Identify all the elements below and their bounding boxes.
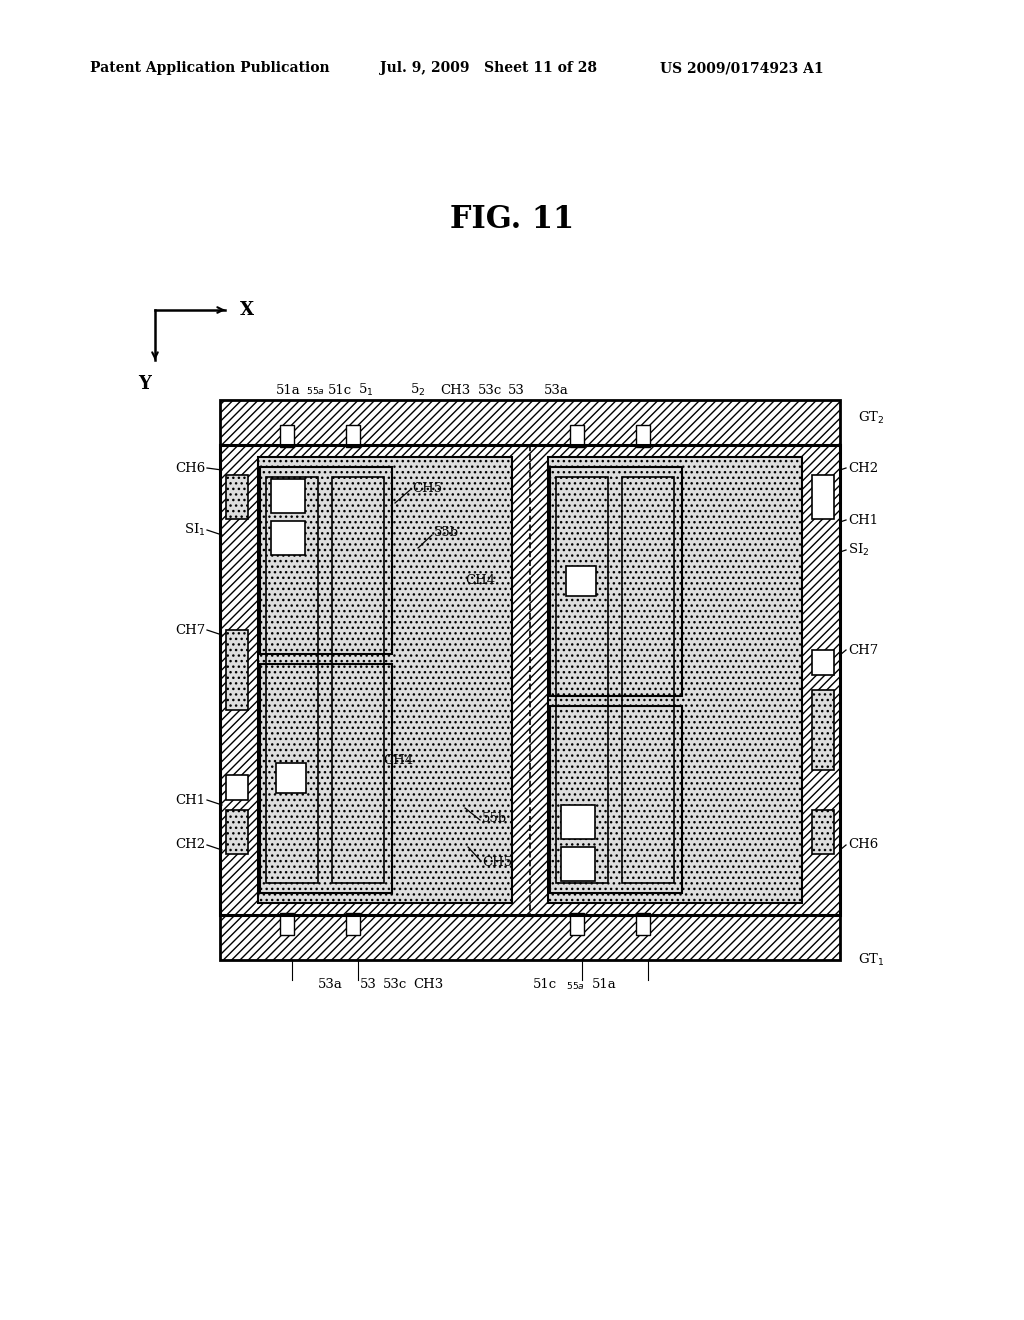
Text: CH5: CH5 <box>482 855 512 869</box>
Text: SI$_2$: SI$_2$ <box>848 543 869 558</box>
Text: 51a: 51a <box>592 978 616 991</box>
Bar <box>561 805 595 840</box>
Text: X: X <box>240 301 254 319</box>
Bar <box>812 649 834 675</box>
Text: CH7: CH7 <box>848 644 879 656</box>
Text: 51c: 51c <box>328 384 352 396</box>
Bar <box>280 425 294 447</box>
Bar <box>550 706 682 894</box>
Text: CH6: CH6 <box>175 462 205 474</box>
Bar <box>271 479 305 513</box>
Bar <box>636 913 650 935</box>
Text: $_{55a}$: $_{55a}$ <box>305 384 325 396</box>
Text: 51a: 51a <box>275 384 300 396</box>
Text: Jul. 9, 2009   Sheet 11 of 28: Jul. 9, 2009 Sheet 11 of 28 <box>380 61 597 75</box>
Text: CH7: CH7 <box>175 623 205 636</box>
Bar <box>570 425 584 447</box>
Bar <box>812 475 834 519</box>
Bar <box>260 467 392 653</box>
Text: SI$_1$: SI$_1$ <box>183 521 205 539</box>
Text: 53a: 53a <box>317 978 342 991</box>
Bar <box>622 477 674 883</box>
Text: Patent Application Publication: Patent Application Publication <box>90 61 330 75</box>
Text: 53: 53 <box>508 384 524 396</box>
Text: GT$_2$: GT$_2$ <box>858 411 885 426</box>
Text: CH4: CH4 <box>465 573 495 586</box>
Text: GT$_1$: GT$_1$ <box>858 952 885 968</box>
Text: 53: 53 <box>359 978 377 991</box>
Text: CH2: CH2 <box>848 462 879 474</box>
Bar <box>570 913 584 935</box>
Text: CH5: CH5 <box>412 482 442 495</box>
Text: CH3: CH3 <box>413 978 443 991</box>
Bar <box>566 566 596 597</box>
Bar <box>276 763 306 793</box>
Bar <box>812 810 834 854</box>
Bar <box>220 400 840 445</box>
Bar <box>812 690 834 770</box>
Bar <box>332 477 384 883</box>
Text: 55b: 55b <box>434 527 459 540</box>
Text: 53c: 53c <box>478 384 502 396</box>
Bar <box>636 425 650 447</box>
Bar <box>346 425 360 447</box>
Text: CH1: CH1 <box>175 793 205 807</box>
Text: FIG. 11: FIG. 11 <box>450 205 574 235</box>
Text: CH1: CH1 <box>848 513 879 527</box>
Bar <box>220 915 840 960</box>
Text: 55b: 55b <box>482 812 507 825</box>
Bar <box>548 457 802 903</box>
Bar <box>226 475 248 519</box>
Bar <box>220 445 840 915</box>
Bar <box>271 521 305 554</box>
Bar <box>226 775 248 800</box>
Text: 51c: 51c <box>532 978 557 991</box>
Text: CH2: CH2 <box>175 838 205 851</box>
Bar <box>280 913 294 935</box>
Bar <box>258 457 512 903</box>
Text: Y: Y <box>138 375 152 393</box>
Text: CH3: CH3 <box>440 384 470 396</box>
Text: US 2009/0174923 A1: US 2009/0174923 A1 <box>660 61 823 75</box>
Text: 5$_2$: 5$_2$ <box>411 381 426 399</box>
Bar <box>346 913 360 935</box>
Text: CH4: CH4 <box>383 754 413 767</box>
Text: CH6: CH6 <box>848 838 879 851</box>
Bar <box>550 467 682 696</box>
Bar <box>220 445 840 915</box>
Text: 53a: 53a <box>544 384 568 396</box>
Bar <box>226 630 248 710</box>
Bar <box>561 847 595 880</box>
Text: $_{55a}$: $_{55a}$ <box>565 978 585 991</box>
Bar <box>556 477 608 883</box>
Text: 53c: 53c <box>383 978 408 991</box>
Bar <box>260 664 392 894</box>
Bar <box>226 810 248 854</box>
Text: 5$_1$: 5$_1$ <box>358 381 374 399</box>
Bar <box>266 477 318 883</box>
